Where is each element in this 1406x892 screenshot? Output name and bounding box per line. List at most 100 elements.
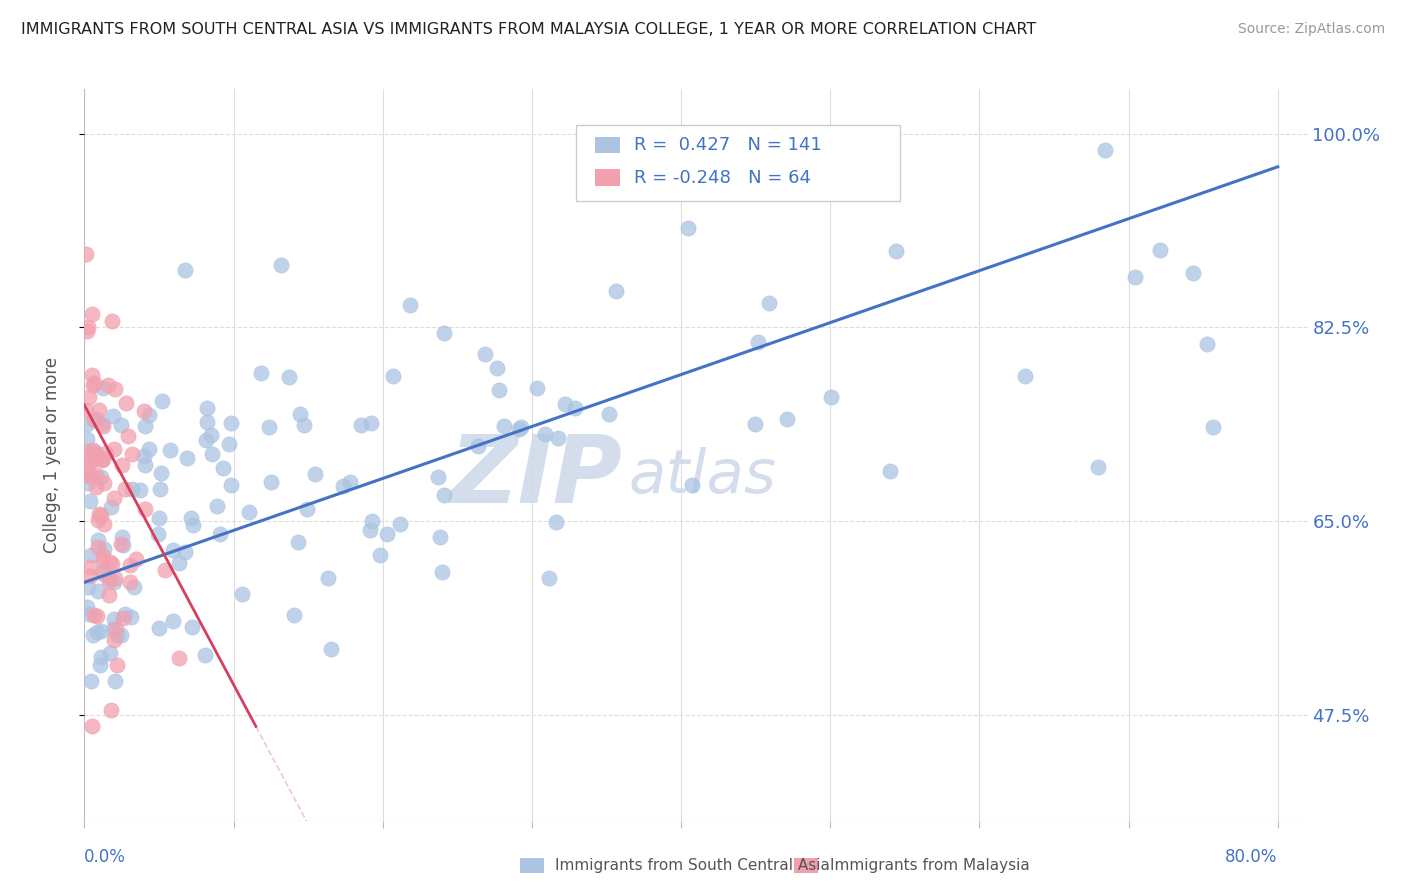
Point bbox=[167, 556, 190, 570]
Point bbox=[76, 599, 98, 614]
Point bbox=[103, 575, 125, 590]
Point bbox=[91, 452, 114, 467]
Point bbox=[148, 621, 170, 635]
Point bbox=[195, 415, 218, 429]
Text: IMMIGRANTS FROM SOUTH CENTRAL ASIA VS IMMIGRANTS FROM MALAYSIA COLLEGE, 1 YEAR O: IMMIGRANTS FROM SOUTH CENTRAL ASIA VS IM… bbox=[21, 22, 1036, 37]
Point bbox=[492, 419, 515, 434]
Point bbox=[295, 502, 318, 516]
Point bbox=[98, 574, 121, 589]
Point bbox=[162, 615, 184, 629]
Point bbox=[103, 612, 125, 626]
Point bbox=[110, 628, 132, 642]
Point bbox=[813, 136, 835, 150]
Point bbox=[87, 583, 110, 598]
Point bbox=[89, 657, 111, 672]
Point bbox=[486, 360, 509, 375]
Point bbox=[86, 624, 108, 639]
Point bbox=[359, 523, 381, 537]
Point bbox=[93, 553, 115, 567]
Point bbox=[1125, 270, 1147, 285]
Point bbox=[174, 263, 197, 277]
Point bbox=[86, 540, 108, 554]
Point bbox=[200, 427, 222, 442]
Point bbox=[146, 527, 169, 541]
Point bbox=[79, 559, 101, 574]
Point bbox=[76, 432, 98, 446]
Point bbox=[104, 674, 127, 689]
Point bbox=[77, 580, 100, 594]
Point bbox=[77, 476, 100, 491]
Point bbox=[87, 533, 110, 548]
Text: Source: ZipAtlas.com: Source: ZipAtlas.com bbox=[1237, 22, 1385, 37]
Point bbox=[93, 475, 115, 490]
Point bbox=[90, 650, 112, 665]
Point bbox=[564, 401, 586, 416]
Point bbox=[467, 439, 489, 453]
Point bbox=[360, 416, 382, 430]
Point bbox=[429, 530, 451, 544]
Point bbox=[87, 514, 110, 528]
Point bbox=[120, 610, 142, 624]
Point bbox=[399, 298, 422, 312]
Point bbox=[238, 504, 260, 518]
Point bbox=[381, 369, 404, 384]
Point bbox=[294, 417, 316, 432]
Point bbox=[76, 324, 98, 338]
Point bbox=[389, 517, 412, 532]
Point bbox=[79, 569, 101, 583]
Point bbox=[80, 719, 103, 733]
Point bbox=[110, 536, 132, 550]
Point bbox=[194, 433, 217, 447]
Point bbox=[212, 460, 235, 475]
Point bbox=[219, 417, 242, 431]
Point bbox=[181, 620, 204, 634]
Point bbox=[681, 478, 703, 492]
Point bbox=[201, 447, 224, 461]
Point bbox=[162, 543, 184, 558]
Point bbox=[159, 442, 181, 457]
Point bbox=[121, 482, 143, 496]
Point bbox=[90, 508, 112, 523]
Point bbox=[84, 468, 107, 483]
Point bbox=[259, 475, 281, 490]
Point bbox=[90, 470, 112, 484]
Point bbox=[134, 419, 156, 434]
Point bbox=[76, 417, 98, 431]
Text: 0.0%: 0.0% bbox=[84, 848, 127, 866]
Text: R =  0.427   N = 141: R = 0.427 N = 141 bbox=[634, 136, 823, 154]
Point bbox=[433, 488, 456, 502]
Point bbox=[117, 429, 139, 443]
Point bbox=[231, 587, 253, 601]
Point bbox=[83, 607, 105, 622]
Point bbox=[304, 467, 326, 482]
Point bbox=[174, 545, 197, 559]
Point bbox=[287, 535, 309, 549]
Point bbox=[879, 464, 901, 478]
Point bbox=[432, 565, 454, 579]
Point bbox=[488, 383, 510, 397]
Point bbox=[167, 651, 190, 665]
Point bbox=[1181, 267, 1204, 281]
Point bbox=[80, 368, 103, 383]
Point bbox=[544, 515, 567, 529]
Point bbox=[91, 381, 114, 395]
Point bbox=[1149, 243, 1171, 257]
Point bbox=[433, 326, 456, 340]
Point bbox=[84, 445, 107, 459]
Point bbox=[605, 285, 627, 299]
Point bbox=[426, 470, 449, 484]
Point bbox=[132, 404, 155, 418]
Point bbox=[75, 402, 97, 417]
Point bbox=[208, 527, 231, 541]
Point bbox=[75, 468, 97, 483]
Point bbox=[118, 575, 141, 590]
Point bbox=[884, 244, 907, 258]
Point bbox=[776, 411, 799, 425]
Point bbox=[103, 442, 125, 456]
Point bbox=[100, 555, 122, 569]
Point bbox=[508, 422, 530, 436]
Text: ZIP: ZIP bbox=[450, 431, 623, 523]
Point bbox=[350, 418, 373, 433]
Point bbox=[121, 447, 143, 461]
Point bbox=[115, 396, 138, 410]
